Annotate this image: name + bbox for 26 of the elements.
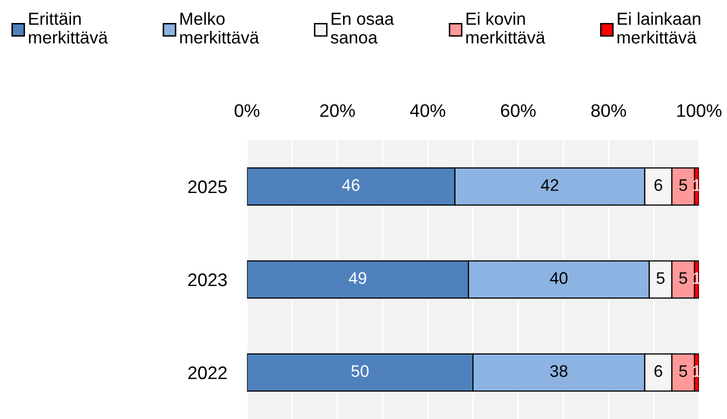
legend-label: Ei kovin merkittävä bbox=[466, 12, 546, 44]
data-label: 46 bbox=[342, 179, 360, 191]
x-tick-label: 0% bbox=[234, 104, 260, 117]
x-tick-label: 60% bbox=[501, 104, 536, 117]
data-label: 38 bbox=[550, 365, 568, 377]
data-label: 40 bbox=[550, 272, 568, 284]
y-tick-label: 2022 bbox=[188, 366, 227, 380]
legend-label: En osaa sanoa bbox=[330, 12, 394, 44]
y-tick-label: 2023 bbox=[188, 273, 227, 286]
data-label: 5 bbox=[656, 272, 665, 284]
legend-label: Erittäin merkittävä bbox=[28, 12, 108, 44]
y-tick-label: 2025 bbox=[188, 180, 227, 194]
data-label: 5 bbox=[679, 365, 688, 377]
data-label: 6 bbox=[654, 365, 662, 377]
legend-label: Melko merkittävä bbox=[180, 12, 260, 44]
x-tick-label: 100% bbox=[677, 104, 722, 117]
data-label: 5 bbox=[679, 272, 688, 284]
x-tick-label: 80% bbox=[591, 104, 626, 117]
data-label: 6 bbox=[654, 179, 662, 191]
data-label: 42 bbox=[540, 179, 558, 191]
data-label: 50 bbox=[351, 365, 369, 377]
legend-label: Ei lainkaan merkittävä bbox=[618, 12, 700, 44]
x-tick-label: 20% bbox=[320, 104, 355, 117]
data-label: 5 bbox=[679, 179, 688, 191]
x-tick-label: 40% bbox=[410, 104, 446, 117]
data-label: 49 bbox=[348, 272, 366, 284]
